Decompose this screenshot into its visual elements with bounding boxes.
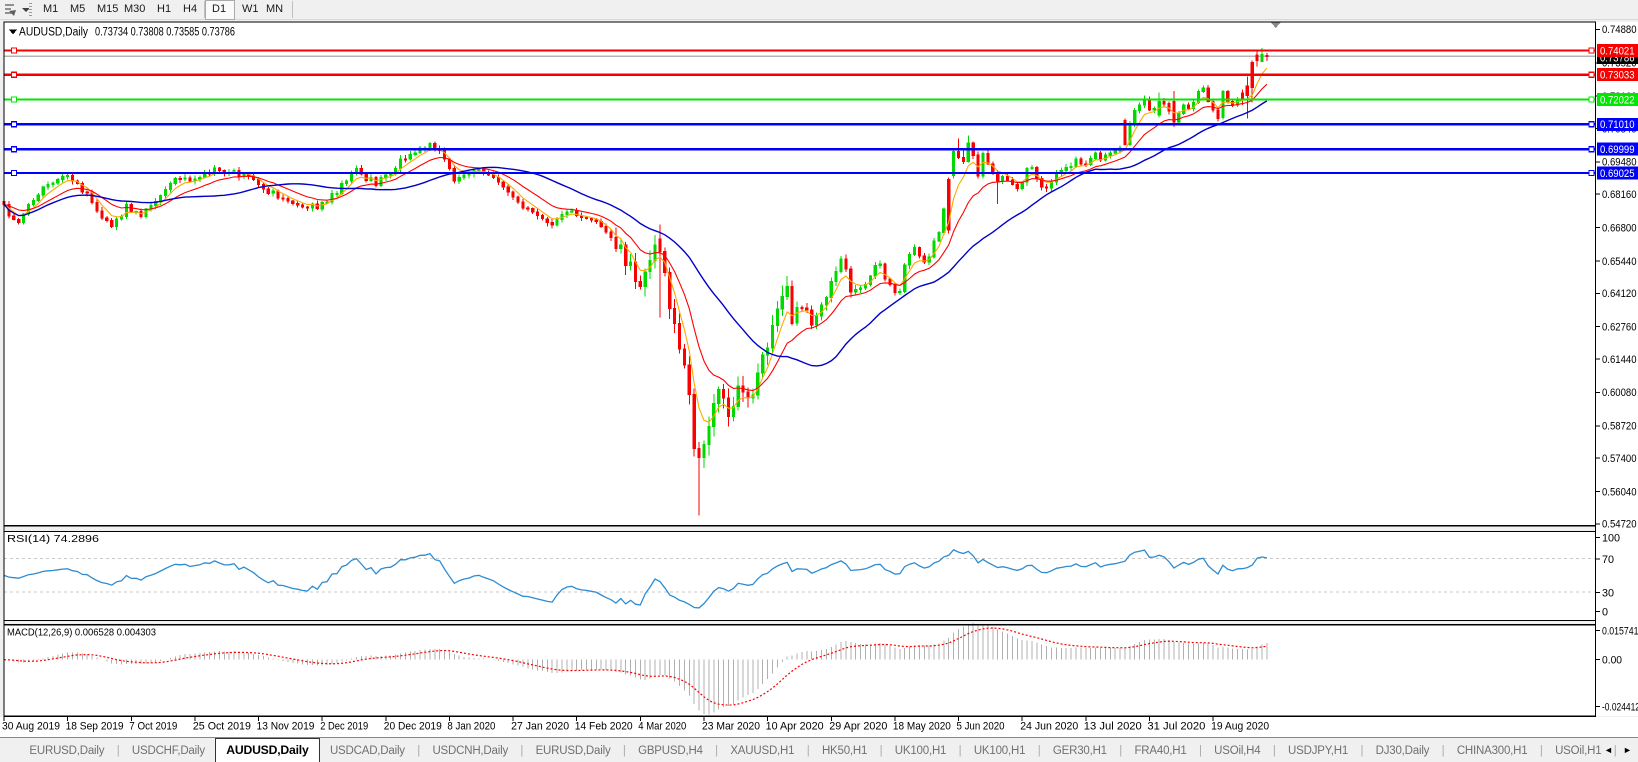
svg-text:31 Jul 2020: 31 Jul 2020 [1147,721,1205,733]
svg-text:-0.024412: -0.024412 [1602,701,1638,713]
svg-text:4 Mar 2020: 4 Mar 2020 [638,721,686,733]
svg-text:100: 100 [1602,532,1620,544]
svg-text:0.64120: 0.64120 [1602,288,1637,300]
svg-text:30: 30 [1602,587,1614,599]
svg-text:30 Aug 2019: 30 Aug 2019 [2,721,60,733]
svg-text:13 Jul 2020: 13 Jul 2020 [1084,721,1142,733]
svg-text:23 Mar 2020: 23 Mar 2020 [702,721,760,733]
svg-text:0: 0 [1602,606,1608,618]
svg-text:0.73734 0.73808 0.73585 0.7378: 0.73734 0.73808 0.73585 0.73786 [95,27,235,39]
svg-text:25 Oct 2019: 25 Oct 2019 [193,721,251,733]
svg-text:0.69480: 0.69480 [1602,157,1637,169]
svg-text:AUDUSD,Daily: AUDUSD,Daily [19,27,88,39]
svg-text:0.58720: 0.58720 [1602,421,1637,433]
svg-text:0.66800: 0.66800 [1602,222,1637,234]
svg-text:5 Jun 2020: 5 Jun 2020 [957,721,1005,733]
svg-text:0.71010: 0.71010 [1600,119,1635,131]
svg-text:8 Jan 2020: 8 Jan 2020 [447,721,495,733]
svg-text:0.56040: 0.56040 [1602,486,1637,498]
svg-text:0.61440: 0.61440 [1602,354,1637,366]
svg-text:0.73033: 0.73033 [1600,70,1635,82]
svg-text:0.74021: 0.74021 [1600,45,1635,57]
svg-text:13 Nov 2019: 13 Nov 2019 [257,721,315,733]
svg-text:0.65440: 0.65440 [1602,256,1637,268]
svg-text:27 Jan 2020: 27 Jan 2020 [511,721,569,733]
svg-text:14 Feb 2020: 14 Feb 2020 [575,721,633,733]
svg-text:0.74880: 0.74880 [1602,24,1637,36]
svg-text:RSI(14) 74.2896: RSI(14) 74.2896 [7,533,99,545]
svg-text:0.72022: 0.72022 [1600,94,1635,106]
svg-text:18 May 2020: 18 May 2020 [893,721,951,733]
svg-text:7 Oct 2019: 7 Oct 2019 [129,721,177,733]
svg-text:0.54720: 0.54720 [1602,519,1637,531]
svg-text:MACD(12,26,9) 0.006528 0.00430: MACD(12,26,9) 0.006528 0.004303 [7,627,156,639]
svg-text:0.69999: 0.69999 [1600,144,1635,156]
svg-text:20 Dec 2019: 20 Dec 2019 [384,721,442,733]
svg-text:0.68160: 0.68160 [1602,189,1637,201]
svg-text:0.69025: 0.69025 [1600,168,1635,180]
svg-text:24 Jun 2020: 24 Jun 2020 [1020,721,1078,733]
svg-text:10 Apr 2020: 10 Apr 2020 [766,721,824,733]
svg-text:0.60080: 0.60080 [1602,387,1637,399]
svg-text:29 Apr 2020: 29 Apr 2020 [829,721,887,733]
svg-text:2 Dec 2019: 2 Dec 2019 [320,721,368,733]
svg-text:19 Aug 2020: 19 Aug 2020 [1211,721,1269,733]
svg-text:0.57400: 0.57400 [1602,453,1637,465]
svg-text:18 Sep 2019: 18 Sep 2019 [66,721,124,733]
svg-text:0.015741: 0.015741 [1602,625,1638,637]
svg-text:0.00: 0.00 [1602,655,1622,667]
svg-text:0.62760: 0.62760 [1602,322,1637,334]
svg-text:70: 70 [1602,554,1614,566]
